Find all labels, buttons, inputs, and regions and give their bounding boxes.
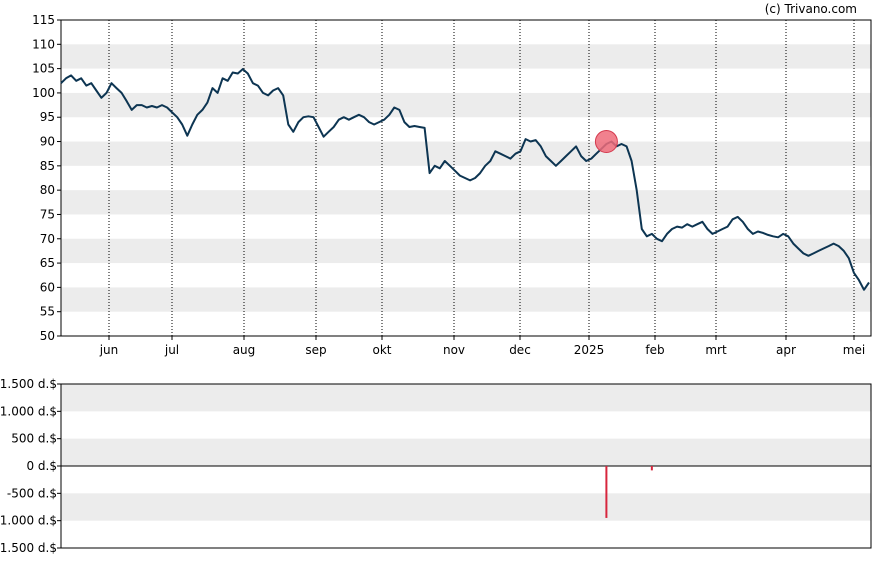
volume-bar bbox=[605, 466, 608, 518]
x-tick-label: feb bbox=[645, 343, 664, 357]
x-tick-label: jun bbox=[99, 343, 119, 357]
y-tick-label: -500 d.$ bbox=[7, 486, 57, 500]
y-tick-label: 115 bbox=[32, 13, 55, 27]
grid-band bbox=[61, 190, 871, 215]
y-tick-label: 95 bbox=[40, 110, 55, 124]
y-tick-label: 60 bbox=[40, 280, 55, 294]
grid-band bbox=[61, 384, 871, 412]
y-tick-label: 500 d.$ bbox=[11, 432, 57, 446]
x-tick-label: mrt bbox=[705, 343, 727, 357]
x-tick-label: dec bbox=[509, 343, 531, 357]
grid-band bbox=[61, 493, 871, 521]
y-tick-label: 65 bbox=[40, 256, 55, 270]
y-tick-label: 90 bbox=[40, 135, 55, 149]
y-tick-label: 0 d.$ bbox=[26, 459, 57, 473]
x-tick-label: aug bbox=[233, 343, 256, 357]
credit-label: (c) Trivano.com bbox=[765, 2, 857, 16]
y-tick-label: 70 bbox=[40, 232, 55, 246]
y-tick-label: 1.000 d.$ bbox=[0, 404, 57, 418]
grid-band bbox=[61, 141, 871, 166]
y-tick-label: 100 bbox=[32, 86, 55, 100]
y-tick-label: 50 bbox=[40, 329, 55, 343]
y-tick-label: 105 bbox=[32, 62, 55, 76]
y-tick-label: 85 bbox=[40, 159, 55, 173]
grid-band bbox=[61, 44, 871, 69]
plot-frame bbox=[60, 19, 872, 337]
grid-band bbox=[61, 238, 871, 264]
y-tick-label: -1.500 d.$ bbox=[0, 541, 57, 555]
volume-bar bbox=[650, 466, 653, 471]
plot-frame bbox=[60, 383, 872, 549]
x-tick-label: mei bbox=[843, 343, 865, 357]
x-tick-label: okt bbox=[373, 343, 392, 357]
event-marker bbox=[594, 130, 618, 154]
x-tick-label: jul bbox=[164, 343, 179, 357]
grid-band bbox=[61, 287, 871, 312]
y-tick-label: 75 bbox=[40, 207, 55, 221]
y-tick-label: -1.000 d.$ bbox=[0, 514, 57, 528]
x-tick-label: sep bbox=[305, 343, 326, 357]
y-tick-label: 110 bbox=[32, 37, 55, 51]
grid-band bbox=[61, 438, 871, 466]
y-tick-label: 80 bbox=[40, 183, 55, 197]
x-tick-label: 2025 bbox=[574, 343, 605, 357]
y-tick-label: 1.500 d.$ bbox=[0, 377, 57, 391]
price-line bbox=[60, 68, 870, 291]
x-tick-label: nov bbox=[443, 343, 465, 357]
x-tick-label: apr bbox=[776, 343, 796, 357]
grid-band bbox=[61, 92, 871, 118]
y-tick-label: 55 bbox=[40, 305, 55, 319]
